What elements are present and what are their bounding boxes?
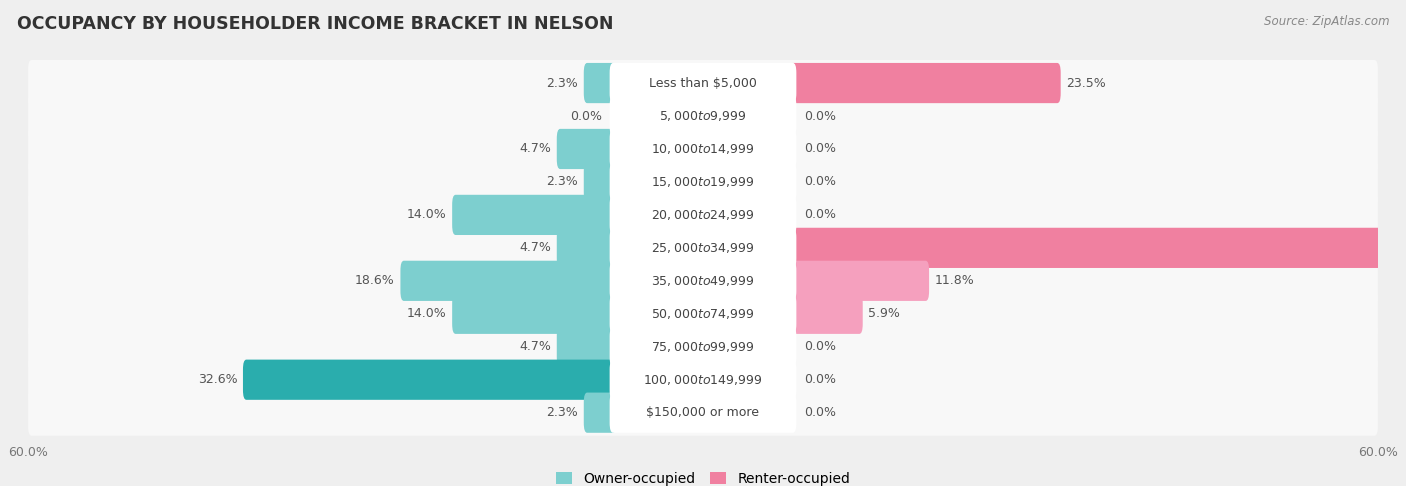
Text: $75,000 to $99,999: $75,000 to $99,999 <box>651 340 755 354</box>
FancyBboxPatch shape <box>583 63 616 103</box>
Text: OCCUPANCY BY HOUSEHOLDER INCOME BRACKET IN NELSON: OCCUPANCY BY HOUSEHOLDER INCOME BRACKET … <box>17 15 613 33</box>
FancyBboxPatch shape <box>610 294 796 334</box>
Text: 0.0%: 0.0% <box>569 109 602 122</box>
FancyBboxPatch shape <box>28 357 1378 403</box>
Text: $20,000 to $24,999: $20,000 to $24,999 <box>651 208 755 222</box>
FancyBboxPatch shape <box>557 228 616 268</box>
Text: $50,000 to $74,999: $50,000 to $74,999 <box>651 307 755 321</box>
Text: 0.0%: 0.0% <box>804 208 837 222</box>
FancyBboxPatch shape <box>790 260 929 301</box>
FancyBboxPatch shape <box>610 393 796 433</box>
Text: 11.8%: 11.8% <box>935 274 974 287</box>
FancyBboxPatch shape <box>790 228 1406 268</box>
FancyBboxPatch shape <box>28 93 1378 139</box>
FancyBboxPatch shape <box>28 390 1378 436</box>
Text: Source: ZipAtlas.com: Source: ZipAtlas.com <box>1264 15 1389 28</box>
FancyBboxPatch shape <box>610 195 796 235</box>
FancyBboxPatch shape <box>790 63 1060 103</box>
Text: 0.0%: 0.0% <box>804 175 837 189</box>
Text: 5.9%: 5.9% <box>869 307 900 320</box>
FancyBboxPatch shape <box>28 126 1378 172</box>
Text: 2.3%: 2.3% <box>547 76 578 89</box>
Text: $5,000 to $9,999: $5,000 to $9,999 <box>659 109 747 123</box>
Text: 32.6%: 32.6% <box>198 373 238 386</box>
Text: $10,000 to $14,999: $10,000 to $14,999 <box>651 142 755 156</box>
FancyBboxPatch shape <box>610 260 796 301</box>
FancyBboxPatch shape <box>790 294 863 334</box>
Text: $100,000 to $149,999: $100,000 to $149,999 <box>644 373 762 387</box>
Text: 2.3%: 2.3% <box>547 175 578 189</box>
FancyBboxPatch shape <box>28 192 1378 238</box>
Text: 14.0%: 14.0% <box>406 208 447 222</box>
Text: 4.7%: 4.7% <box>519 142 551 156</box>
FancyBboxPatch shape <box>453 195 616 235</box>
Text: $15,000 to $19,999: $15,000 to $19,999 <box>651 175 755 189</box>
Legend: Owner-occupied, Renter-occupied: Owner-occupied, Renter-occupied <box>550 466 856 486</box>
Text: $25,000 to $34,999: $25,000 to $34,999 <box>651 241 755 255</box>
FancyBboxPatch shape <box>453 294 616 334</box>
FancyBboxPatch shape <box>401 260 616 301</box>
Text: 0.0%: 0.0% <box>804 142 837 156</box>
Text: 0.0%: 0.0% <box>804 109 837 122</box>
Text: 4.7%: 4.7% <box>519 242 551 254</box>
FancyBboxPatch shape <box>28 324 1378 370</box>
FancyBboxPatch shape <box>28 159 1378 205</box>
FancyBboxPatch shape <box>28 60 1378 106</box>
Text: 0.0%: 0.0% <box>804 406 837 419</box>
Text: 0.0%: 0.0% <box>804 340 837 353</box>
FancyBboxPatch shape <box>610 63 796 103</box>
Text: 23.5%: 23.5% <box>1066 76 1107 89</box>
FancyBboxPatch shape <box>583 393 616 433</box>
FancyBboxPatch shape <box>610 228 796 268</box>
FancyBboxPatch shape <box>243 360 616 400</box>
Text: $35,000 to $49,999: $35,000 to $49,999 <box>651 274 755 288</box>
Text: 4.7%: 4.7% <box>519 340 551 353</box>
FancyBboxPatch shape <box>583 162 616 202</box>
FancyBboxPatch shape <box>28 291 1378 337</box>
Text: 18.6%: 18.6% <box>356 274 395 287</box>
Text: Less than $5,000: Less than $5,000 <box>650 76 756 89</box>
Text: 0.0%: 0.0% <box>804 373 837 386</box>
FancyBboxPatch shape <box>28 258 1378 304</box>
FancyBboxPatch shape <box>28 225 1378 271</box>
FancyBboxPatch shape <box>610 327 796 367</box>
FancyBboxPatch shape <box>557 129 616 169</box>
Text: 2.3%: 2.3% <box>547 406 578 419</box>
Text: 14.0%: 14.0% <box>406 307 447 320</box>
FancyBboxPatch shape <box>610 360 796 400</box>
FancyBboxPatch shape <box>557 327 616 367</box>
FancyBboxPatch shape <box>610 96 796 136</box>
FancyBboxPatch shape <box>610 162 796 202</box>
Text: $150,000 or more: $150,000 or more <box>647 406 759 419</box>
FancyBboxPatch shape <box>610 129 796 169</box>
